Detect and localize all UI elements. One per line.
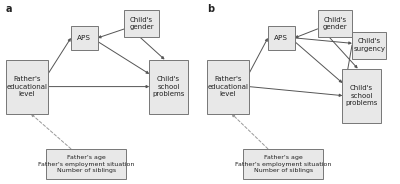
Text: Child's
surgency: Child's surgency	[353, 38, 385, 52]
Text: Child's
school
problems: Child's school problems	[345, 85, 378, 106]
FancyBboxPatch shape	[243, 149, 323, 179]
FancyBboxPatch shape	[46, 149, 126, 179]
Text: a: a	[6, 4, 12, 14]
FancyBboxPatch shape	[124, 10, 159, 37]
FancyBboxPatch shape	[149, 60, 188, 114]
Text: Father's age
Father's employment situation
Number of siblings: Father's age Father's employment situati…	[235, 155, 331, 173]
FancyBboxPatch shape	[318, 10, 352, 37]
FancyBboxPatch shape	[6, 60, 48, 114]
Text: Child's
gender: Child's gender	[322, 17, 347, 30]
FancyBboxPatch shape	[352, 32, 386, 59]
Text: Child's
school
problems: Child's school problems	[152, 76, 185, 97]
Text: Father's
educational
level: Father's educational level	[207, 76, 248, 97]
Text: Father's age
Father's employment situation
Number of siblings: Father's age Father's employment situati…	[38, 155, 134, 173]
FancyBboxPatch shape	[342, 69, 381, 123]
Text: APS: APS	[274, 35, 288, 41]
Text: APS: APS	[77, 35, 91, 41]
FancyBboxPatch shape	[268, 26, 295, 50]
Text: Father's
educational
level: Father's educational level	[6, 76, 48, 97]
FancyBboxPatch shape	[71, 26, 98, 50]
Text: b: b	[207, 4, 214, 14]
FancyBboxPatch shape	[207, 60, 249, 114]
Text: Child's
gender: Child's gender	[129, 17, 154, 30]
